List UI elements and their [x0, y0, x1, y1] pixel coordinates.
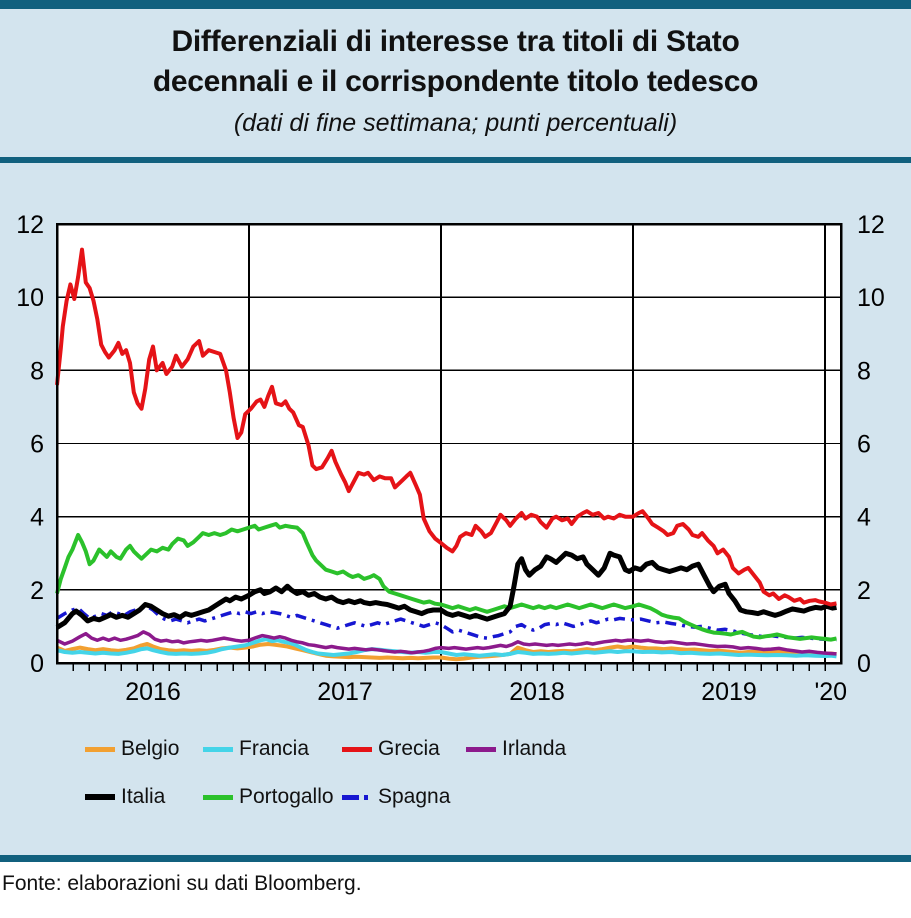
y-axis-label-left: 0: [30, 650, 44, 678]
y-axis-label-right: 8: [857, 357, 871, 385]
x-axis-label: 2017: [317, 678, 373, 706]
y-axis-label-left: 6: [30, 431, 44, 459]
header-divider-bar: [0, 157, 911, 163]
y-axis-label-right: 4: [857, 504, 871, 532]
chart-title-line1: Differenziali di interesse tra titoli di…: [171, 25, 740, 58]
chart-subtitle: (dati di fine settimana; punti percentua…: [233, 109, 678, 137]
series-line-spagna: [56, 604, 837, 642]
x-axis-label: 2019: [701, 678, 757, 706]
top-accent-bar: [0, 0, 911, 9]
series-line-italia: [55, 550, 837, 630]
y-axis-label-left: 2: [30, 577, 44, 605]
y-axis-label-left: 10: [16, 284, 44, 312]
y-axis-label-left: 8: [30, 357, 44, 385]
y-axis-label-right: 6: [857, 431, 871, 459]
bottom-accent-bar: [0, 855, 911, 862]
chart-title-line2: decennali e il corrispondente titolo ted…: [152, 65, 759, 98]
series-line-grecia: [55, 247, 837, 607]
plot-frame: [55, 222, 843, 665]
series-line-belgio: [56, 642, 837, 662]
y-axis-label-left: 4: [30, 504, 44, 532]
x-axis-label: 2016: [125, 678, 181, 706]
y-axis-label-left: 12: [16, 211, 44, 239]
x-axis-label: 2018: [509, 678, 565, 706]
chart-header: Differenziali di interesse tra titoli di…: [0, 22, 911, 140]
series-line-irlanda: [56, 630, 837, 656]
y-axis-label-right: 12: [857, 211, 885, 239]
y-axis-label-right: 10: [857, 284, 885, 312]
spread-line-chart: 0 0 2 2 4 4 6 6 8 8 10 10 12 12 2016 2017 2018 2019 '20: [16, 211, 885, 706]
y-axis-label-right: 2: [857, 577, 871, 605]
y-axis-label-right: 0: [857, 650, 871, 678]
x-axis-label: '20: [814, 678, 847, 706]
source-note: Fonte: elaborazioni su dati Bloomberg.: [2, 872, 362, 895]
series-line-portogallo: [55, 522, 837, 642]
